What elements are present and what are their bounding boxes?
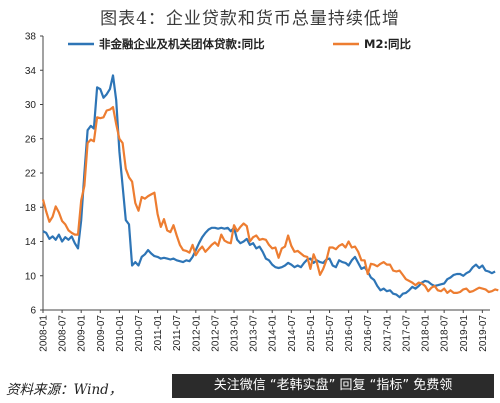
y-tick-label: 10 xyxy=(25,271,37,282)
x-tick-label: 2016-01 xyxy=(344,315,355,352)
x-tick-label: 2010-07 xyxy=(134,315,145,352)
y-tick-label: 14 xyxy=(25,237,37,248)
chart-legend: 非金融企业及机关团体贷款:同比 M2:同比 xyxy=(68,37,412,51)
x-tick-label: 2011-01 xyxy=(153,315,164,351)
x-tick-label: 2012-07 xyxy=(210,315,221,352)
x-tick-label: 2019-07 xyxy=(478,315,489,352)
x-tick-label: 2015-07 xyxy=(325,315,336,352)
x-tick-label: 2019-01 xyxy=(459,315,470,352)
series-line-2 xyxy=(41,105,499,294)
chart-axes: 6 10 14 18 22 26 30 34 38 2008-01 2008-07 2009-01 20… xyxy=(25,32,490,352)
y-tick-label: 18 xyxy=(25,203,37,214)
x-tick-label: 2010-01 xyxy=(115,315,126,352)
legend-label-2: M2:同比 xyxy=(364,37,412,51)
y-tick-label: 38 xyxy=(25,32,37,43)
x-tick-label: 2017-07 xyxy=(401,315,412,352)
x-tick-label: 2018-01 xyxy=(421,315,432,352)
x-tick-label: 2017-01 xyxy=(382,315,393,352)
watermark-banner: 关注微信 “老韩实盘” 回复 “指标” 免费领 xyxy=(172,374,494,398)
x-tick-label: 2012-01 xyxy=(191,315,202,352)
x-tick-label: 2013-07 xyxy=(249,315,260,352)
y-tick-label: 26 xyxy=(25,134,37,145)
source-note: 资料来源：Wind， xyxy=(6,382,123,398)
x-tick-label: 2008-01 xyxy=(39,315,50,352)
y-tick-label: 6 xyxy=(30,306,36,317)
y-tick-label: 34 xyxy=(25,66,37,77)
x-tick-label: 2008-07 xyxy=(58,315,69,352)
chart-title: 图表4：企业贷款和货币总量持续低增 xyxy=(100,9,400,29)
y-tick-label: 30 xyxy=(25,100,37,111)
x-tick-label: 2014-07 xyxy=(287,315,298,352)
x-tick-label: 2018-07 xyxy=(440,315,451,352)
x-tick-label: 2016-07 xyxy=(363,315,374,352)
x-tick-label: 2014-01 xyxy=(268,315,279,352)
y-tick-label: 22 xyxy=(25,169,37,180)
x-tick-label: 2015-01 xyxy=(306,315,317,352)
series-layer xyxy=(41,74,499,299)
x-tick-label: 2009-07 xyxy=(96,315,107,352)
x-tick-label: 2009-01 xyxy=(77,315,88,352)
x-tick-label: 2011-07 xyxy=(172,315,183,351)
legend-label-1: 非金融企业及机关团体贷款:同比 xyxy=(99,37,265,51)
x-tick-label: 2013-01 xyxy=(230,315,241,352)
line-chart: 6 10 14 18 22 26 30 34 38 2008-01 2008-07 2009-01 20… xyxy=(25,32,499,352)
